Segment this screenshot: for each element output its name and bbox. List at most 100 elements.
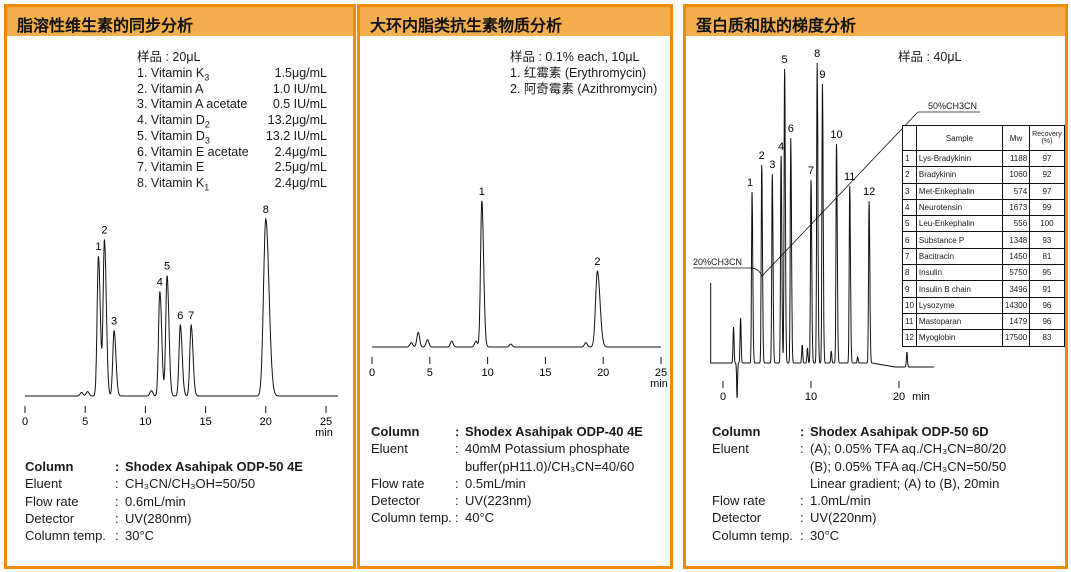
- condition-label: Column: [712, 424, 761, 439]
- table-cell: 7: [902, 247, 917, 266]
- peak-label: 6: [788, 123, 794, 135]
- table-cell: 93: [1029, 231, 1065, 249]
- table-row: 11 Mastoparan 1479 96: [902, 312, 1065, 331]
- table-cell: 97: [1029, 182, 1065, 200]
- x-axis-unit: min: [315, 427, 333, 439]
- compound-concentration: 2.5μg/mL: [274, 160, 327, 175]
- condition-colon: :: [800, 441, 804, 457]
- table-cell: 556: [1001, 215, 1031, 233]
- panel-title: 脂溶性维生素的同步分析: [7, 7, 353, 36]
- condition-colon: :: [800, 527, 804, 543]
- compound-label: Vitamin K: [150, 66, 205, 80]
- condition-label: Column: [25, 459, 74, 474]
- compound-name: 6. Vitamin E acetate: [137, 145, 249, 165]
- table-cell: Neurotensin: [915, 198, 1003, 217]
- condition-value: CH₃CN/CH₃OH=50/50: [125, 476, 256, 492]
- table-cell: 1: [902, 149, 917, 168]
- condition-row: (B); 0.05% TFA aq./CH₃CN=50/50: [712, 458, 1062, 475]
- table-row: 3 Met-Enkephalin 574 97: [902, 182, 1065, 200]
- compound-name: 3. Vitamin A acetate: [137, 97, 247, 117]
- condition-colon: :: [115, 528, 119, 544]
- table-cell: Bradykinin: [915, 166, 1003, 184]
- x-tick-label: 25: [655, 367, 667, 379]
- condition-colon: :: [800, 493, 804, 509]
- table-cell: 6: [902, 231, 917, 249]
- table-row: 8 Insulin 5750 95: [902, 264, 1065, 282]
- condition-row: buffer(pH11.0)/CH₃CN=40/60: [371, 458, 671, 475]
- table-cell: 1060: [1001, 166, 1031, 184]
- x-tick-label: 20: [260, 416, 272, 428]
- compound-label: Vitamin E: [150, 160, 205, 175]
- panel-title: 蛋白质和肽的梯度分析: [686, 7, 1065, 36]
- table-row: 1 Lys-Bradykinin 1188 97: [902, 149, 1065, 168]
- peak-label: 3: [111, 316, 117, 328]
- condition-value: Shodex Asahipak ODP-40 4E: [465, 424, 643, 439]
- condition-colon: :: [455, 424, 460, 439]
- table-cell: 96: [1029, 296, 1065, 314]
- trace-line: [25, 217, 338, 397]
- table-cell: Substance P: [915, 231, 1003, 249]
- condition-label: Flow rate: [712, 493, 766, 509]
- table-cell: 92: [1029, 166, 1065, 184]
- condition-value: 40mM Potassium phosphate: [465, 441, 630, 457]
- condition-label: Column: [371, 424, 420, 439]
- table-cell: 11: [902, 312, 917, 331]
- panel-macrolide-antibiotics: 大环内脂类抗生素物质分析: [357, 4, 673, 569]
- condition-colon: :: [800, 510, 804, 526]
- condition-row: Flow rate:1.0mL/min: [712, 492, 1062, 509]
- table-row: 12 Myoglobin 17500 83: [902, 329, 1065, 347]
- peak-label: 4: [157, 277, 163, 289]
- condition-label: Column temp.: [371, 510, 452, 526]
- condition-row: Column temp.:30°C: [25, 527, 345, 544]
- sample-info: 样品 : 0.1% each, 10μL: [510, 50, 640, 64]
- compound-label: Vitamin E acetate: [150, 144, 249, 159]
- column-header: Mw: [1001, 125, 1031, 151]
- condition-value: 30°C: [810, 527, 840, 543]
- x-tick-label: 20: [893, 391, 905, 403]
- table-cell: 9: [902, 280, 917, 298]
- table-row: 2 Bradykinin 1060 92: [902, 166, 1065, 184]
- condition-row: Detector: UV(223nm): [371, 492, 671, 509]
- compound-name: 7. Vitamin E: [137, 160, 204, 180]
- table-row: 4 Neurotensin 1673 99: [902, 198, 1065, 217]
- condition-row: Flow rate:0.5mL/min: [371, 475, 671, 492]
- table-cell: 99: [1029, 198, 1065, 217]
- condition-colon: :: [800, 424, 805, 439]
- x-tick-label: 0: [720, 391, 726, 403]
- compound-name: 8. Vitamin K1: [137, 176, 209, 196]
- condition-value: buffer(pH11.0)/CH₃CN=40/60: [465, 458, 635, 474]
- condition-value: Linear gradient; (A) to (B), 20min: [810, 475, 1000, 491]
- compound-label: Vitamin A acetate: [150, 97, 248, 112]
- compound-number: 2.: [137, 81, 148, 96]
- table-cell: Lysozyme: [915, 296, 1003, 314]
- table-cell: 3: [902, 182, 917, 200]
- condition-label: Flow rate: [25, 493, 79, 509]
- condition-value: 30°C: [125, 528, 155, 544]
- trace-line: [710, 62, 935, 399]
- table-cell: 1450: [1001, 247, 1031, 266]
- compound-name: 5. Vitamin D3: [137, 129, 210, 149]
- sample-info: 样品 : 40μL: [898, 50, 962, 64]
- condition-value: UV(223nm): [465, 493, 532, 509]
- compound-label: Vitamin D: [150, 113, 205, 128]
- table-cell: 1673: [1001, 198, 1031, 217]
- compound-number: 1.: [137, 66, 148, 80]
- x-tick-label: 10: [805, 391, 817, 403]
- table-cell: 100: [1029, 215, 1065, 233]
- compound-concentration: 0.5 IU/mL: [272, 97, 327, 112]
- compound-concentration: 1.5μg/mL: [274, 66, 327, 80]
- condition-row: Eluent: CH₃CN/CH₃OH=50/50: [25, 475, 345, 492]
- peak-label: 2: [594, 256, 600, 268]
- condition-value: 40°C: [465, 510, 495, 526]
- condition-row: Column: Shodex Asahipak ODP-50 6D: [712, 423, 1062, 440]
- peak-label: 10: [830, 129, 842, 141]
- x-tick-label: 0: [369, 367, 375, 379]
- column-header: [902, 125, 917, 151]
- condition-value: Shodex Asahipak ODP-50 6D: [810, 424, 989, 439]
- condition-label: Eluent: [371, 441, 408, 457]
- condition-value: UV(220nm): [810, 510, 877, 526]
- table-cell: 574: [1001, 182, 1031, 200]
- x-tick-label: 5: [82, 416, 88, 428]
